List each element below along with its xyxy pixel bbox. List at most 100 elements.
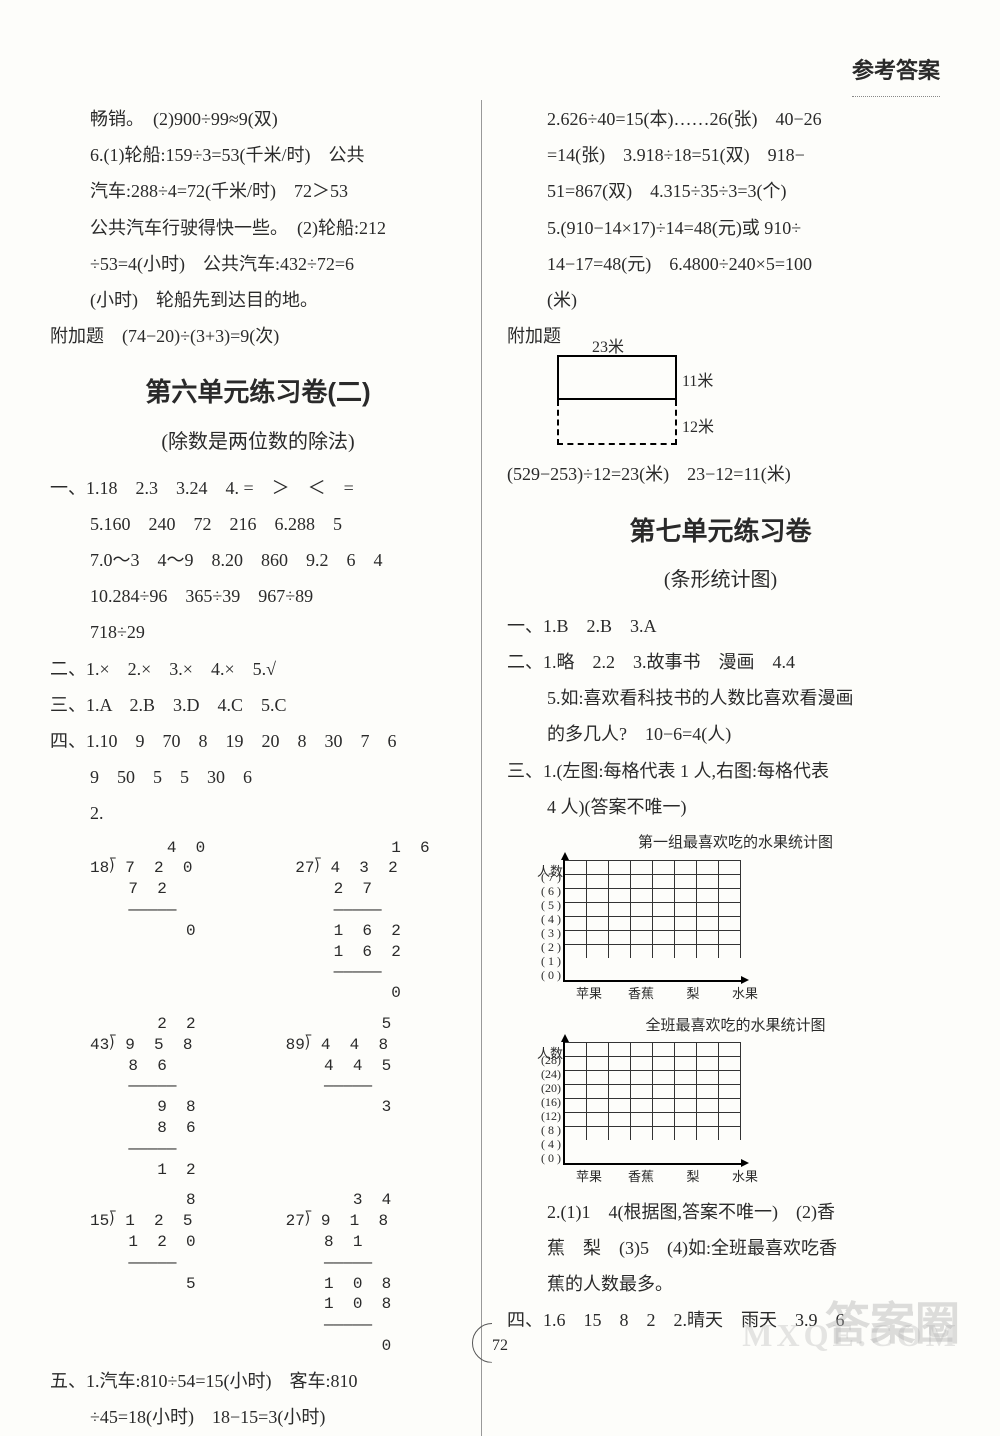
grid-cell: [565, 1126, 587, 1140]
grid-cell: [631, 860, 653, 874]
grid-cell: [609, 1098, 631, 1112]
chart-grid-area: [563, 1042, 741, 1165]
grid-cell: [609, 944, 631, 958]
grid-cell: [697, 874, 719, 888]
grid-cell: [697, 1056, 719, 1070]
grid-cell: [675, 916, 697, 930]
text-line: 二、1.× 2.× 3.× 4.× 5.√: [50, 652, 466, 686]
grid-cell: [587, 1056, 609, 1070]
section-subtitle: (条形统计图): [507, 561, 934, 599]
grid-cell: [719, 874, 741, 888]
grid-cell: [719, 1098, 741, 1112]
grid-cell: [675, 1126, 697, 1140]
text-line: 14−17=48(元) 6.4800÷240×5=100: [507, 247, 934, 281]
x-tick-label: 苹果: [567, 1165, 611, 1190]
grid-cell: [587, 1112, 609, 1126]
grid-cell: [653, 1070, 675, 1084]
x-tick-label: 梨: [671, 1165, 715, 1190]
grid-cell: [565, 930, 587, 944]
section-subtitle: (除数是两位数的除法): [50, 423, 466, 461]
grid-cell: [631, 902, 653, 916]
grid-cell: [609, 874, 631, 888]
y-tick-label: (28): [541, 1053, 561, 1067]
y-tick-label: (16): [541, 1095, 561, 1109]
grid-cell: [631, 1098, 653, 1112]
text-line: 汽车:288÷4=72(千米/时) 72＞53: [50, 174, 466, 208]
x-tick-label: 梨: [671, 982, 715, 1007]
text-line: 2.(1)1 4(根据图,答案不唯一) (2)香: [507, 1195, 934, 1229]
addq-label: 附加题: [507, 326, 561, 346]
grid-cell: [719, 944, 741, 958]
grid-cell: [587, 944, 609, 958]
grid-cell: [719, 1084, 741, 1098]
y-tick-label: ( 8 ): [541, 1123, 561, 1137]
grid-cell: [609, 1042, 631, 1056]
text-line: 718÷29: [50, 615, 466, 649]
grid-cell: [609, 860, 631, 874]
grid-cell: [565, 888, 587, 902]
grid-cell: [587, 1084, 609, 1098]
grid-cell: [675, 1056, 697, 1070]
solid-rect: [557, 355, 677, 400]
x-tick-label: 水果: [723, 982, 767, 1007]
text-line: 附加题: [507, 319, 934, 353]
grid-cell: [697, 1084, 719, 1098]
chart-grid-cells: [565, 860, 741, 958]
text-line: 10.284÷96 365÷39 967÷89: [50, 579, 466, 613]
y-tick-label: ( 2 ): [541, 940, 561, 954]
text-line: 51=867(双) 4.315÷35÷3=3(个): [507, 174, 934, 208]
section-title: 第六单元练习卷(二): [50, 368, 466, 417]
grid-cell: [675, 888, 697, 902]
text-line: 一、1.B 2.B 3.A: [507, 609, 934, 643]
grid-cell: [631, 1056, 653, 1070]
grid-cell: [609, 1056, 631, 1070]
grid-cell: [719, 930, 741, 944]
diagram-label-r1: 11米: [682, 367, 713, 397]
text-line: 2.626÷40=15(本)……26(张) 40−26: [507, 102, 934, 136]
grid-cell: [697, 888, 719, 902]
grid-cell: [719, 860, 741, 874]
grid-cell: [631, 1112, 653, 1126]
text-line: 蕉 梨 (3)5 (4)如:全班最喜欢吃香: [507, 1231, 934, 1265]
y-tick-label: ( 6 ): [541, 884, 561, 898]
grid-cell: [587, 1098, 609, 1112]
x-tick-label: 苹果: [567, 982, 611, 1007]
grid-cell: [675, 1112, 697, 1126]
grid-cell: [675, 930, 697, 944]
y-tick-label: ( 0 ): [541, 1151, 561, 1165]
grid-cell: [631, 944, 653, 958]
text-line: 附加题 (74−20)÷(3+3)=9(次): [50, 319, 466, 353]
text-line: 5.(910−14×17)÷14=48(元)或 910÷: [507, 211, 934, 245]
y-tick-label: ( 3 ): [541, 926, 561, 940]
grid-cell: [565, 1098, 587, 1112]
grid-cell: [653, 1056, 675, 1070]
grid-cell: [631, 1084, 653, 1098]
grid-cell: [719, 1126, 741, 1140]
grid-cell: [653, 860, 675, 874]
text-line: 5.如:喜欢看科技书的人数比喜欢看漫画: [507, 681, 934, 715]
content-columns: 畅销。 (2)900÷99≈9(双) 6.(1)轮船:159÷3=53(千米/时…: [50, 100, 950, 1436]
grid-cell: [697, 944, 719, 958]
division-row: 2 2 43⟌ 9 5 8 8 6 ――――― 9 8 8 6 ――――― 1 …: [50, 1009, 466, 1185]
grid-cell: [653, 1042, 675, 1056]
grid-cell: [609, 1112, 631, 1126]
grid-cell: [697, 1042, 719, 1056]
text-line: 一、1.18 2.3 3.24 4. = ＞ ＜ =: [50, 471, 466, 505]
text-line: 5.160 240 72 216 6.288 5: [50, 507, 466, 541]
section-title: 第七单元练习卷: [507, 507, 934, 556]
division-row: 4 0 18⟌ 7 2 0 7 2 ――――― 0 1 6 27⟌ 4 3 2 …: [50, 833, 466, 1009]
grid-cell: [609, 916, 631, 930]
text-line: 9 50 5 5 30 6: [50, 760, 466, 794]
grid-cell: [609, 902, 631, 916]
header-title: 参考答案: [852, 50, 940, 97]
grid-cell: [587, 930, 609, 944]
chart-y-axis: ( 0 )( 4 )( 8 )(12)(16)(20)(24)(28): [537, 1067, 563, 1165]
grid-cell: [653, 916, 675, 930]
grid-cell: [697, 1098, 719, 1112]
grid-cell: [653, 1112, 675, 1126]
watermark-en: MXQE.COM: [742, 1305, 960, 1366]
grid-cell: [719, 1070, 741, 1084]
grid-cell: [565, 1070, 587, 1084]
grid-cell: [697, 1070, 719, 1084]
text-line: 二、1.略 2.2 3.故事书 漫画 4.4: [507, 645, 934, 679]
